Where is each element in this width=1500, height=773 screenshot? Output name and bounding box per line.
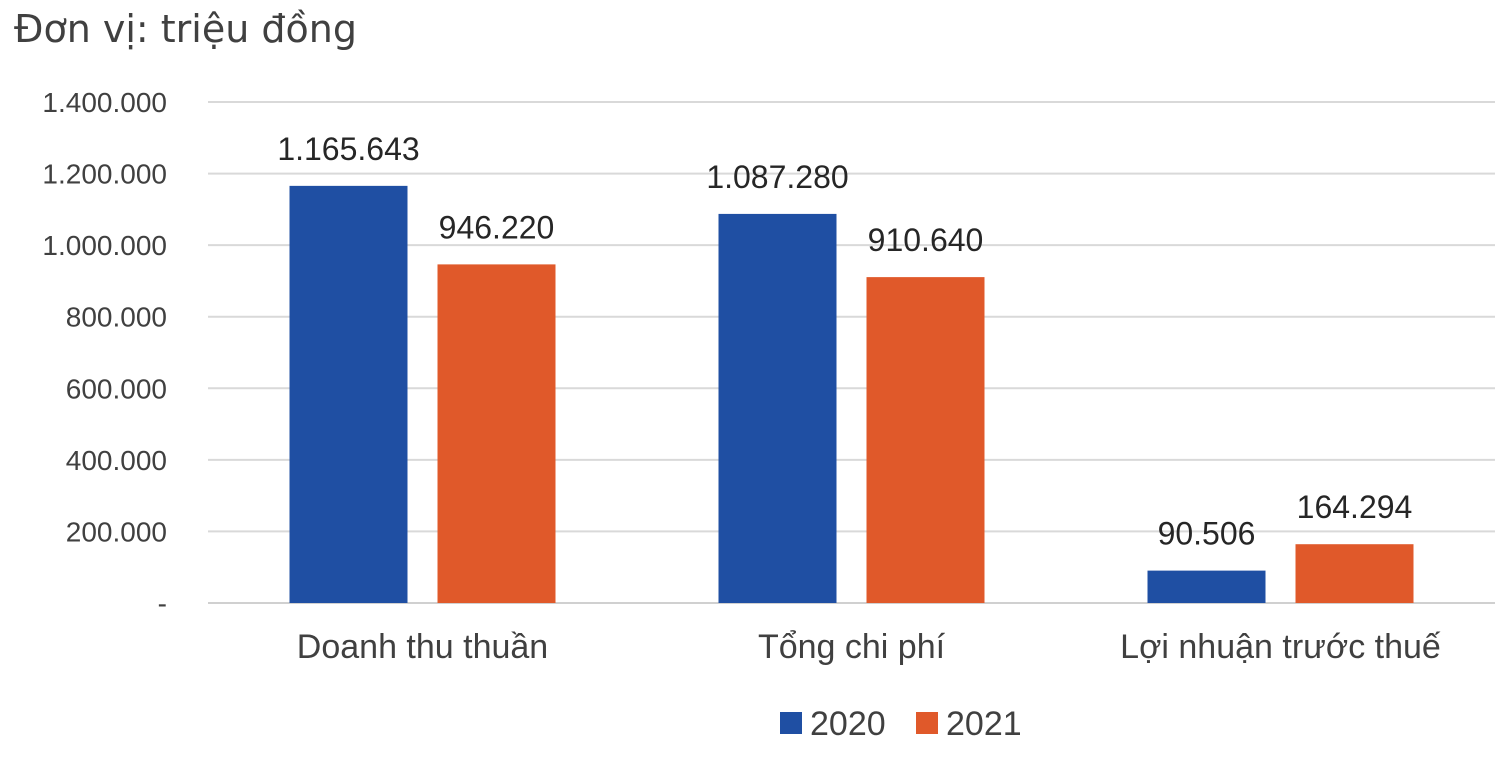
y-tick-label: - xyxy=(158,588,167,619)
y-axis-ticks: - 200.000 400.000 600.000 800.000 1.000.000 1.… xyxy=(42,87,167,619)
legend-label: 2020 xyxy=(810,705,886,743)
data-label: 1.165.643 xyxy=(277,131,419,167)
bars xyxy=(289,185,1414,603)
bar-2020 xyxy=(718,213,837,603)
y-tick-label: 200.000 xyxy=(66,516,167,547)
bar-2021 xyxy=(1295,544,1414,603)
y-tick-label: 1.400.000 xyxy=(42,87,167,118)
y-tick-label: 400.000 xyxy=(66,445,167,476)
x-axis-categories: Doanh thu thuần Tổng chi phí Lợi nhuận trư… xyxy=(297,628,1441,666)
data-label: 910.640 xyxy=(868,222,984,258)
category-label: Lợi nhuận trước thuế xyxy=(1120,628,1441,666)
data-label: 164.294 xyxy=(1297,489,1413,525)
chart-unit-title: Đơn vị: triệu đồng xyxy=(14,7,357,51)
legend: 2020 2021 xyxy=(780,705,1022,743)
category-label: Doanh thu thuần xyxy=(297,628,548,666)
legend-label: 2021 xyxy=(946,705,1022,743)
bar-2020 xyxy=(1147,570,1266,603)
y-tick-label: 1.000.000 xyxy=(42,230,167,261)
data-label: 946.220 xyxy=(439,209,555,245)
category-label: Tổng chi phí xyxy=(758,628,946,666)
bar-2021 xyxy=(866,277,985,603)
data-label: 1.087.280 xyxy=(706,159,848,195)
bar-2021 xyxy=(437,264,556,603)
legend-swatch-2020 xyxy=(780,712,802,734)
data-label: 90.506 xyxy=(1158,516,1256,552)
y-tick-label: 600.000 xyxy=(66,373,167,404)
y-tick-label: 800.000 xyxy=(66,302,167,333)
data-labels: 1.165.643 946.220 1.087.280 910.640 90.506 16… xyxy=(277,131,1412,552)
legend-swatch-2021 xyxy=(916,712,938,734)
y-tick-label: 1.200.000 xyxy=(42,159,167,190)
gridlines xyxy=(208,101,1495,604)
bar-2020 xyxy=(289,185,408,603)
